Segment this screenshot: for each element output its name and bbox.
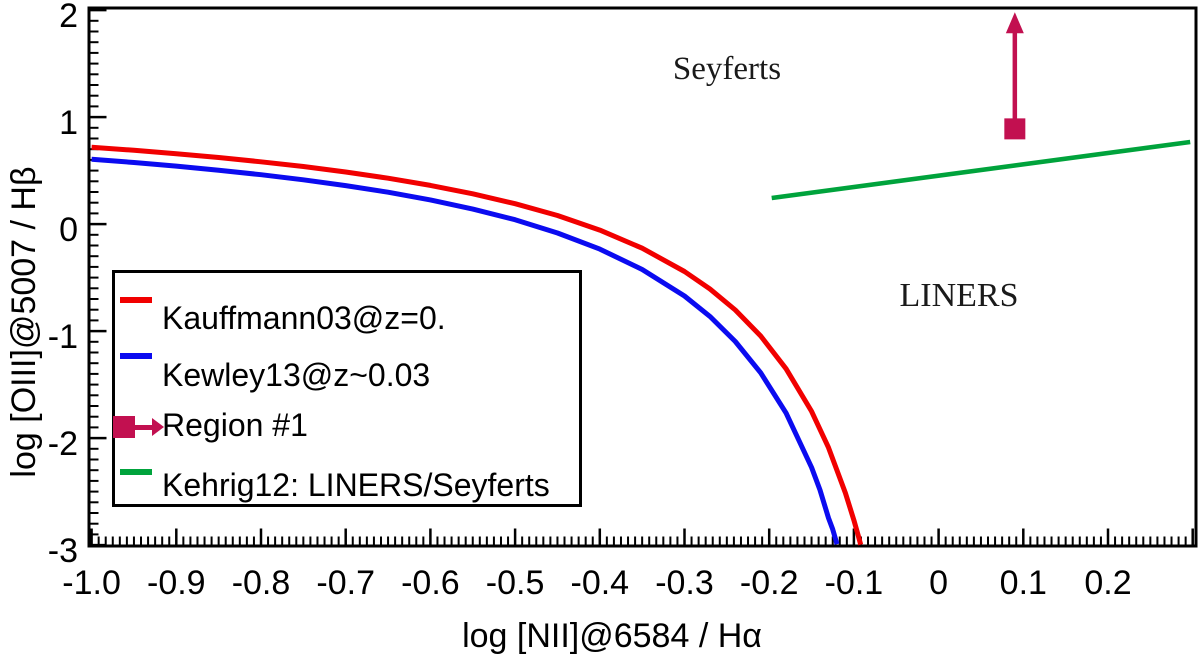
y-tick-label: -3 — [47, 532, 78, 571]
legend-label-region1: Region #1 — [162, 407, 308, 443]
legend-marker-square — [113, 416, 135, 438]
y-tick-label: -2 — [47, 425, 78, 464]
x-tick-label: 0 — [929, 564, 949, 602]
x-tick-label: -0.8 — [231, 564, 291, 602]
x-tick-label: 0.1 — [999, 564, 1047, 602]
y-tick-label: -1 — [47, 318, 78, 357]
x-tick-label: -0.9 — [147, 564, 206, 602]
y-axis-title: log [OIII]@5007 / Hβ — [5, 166, 43, 478]
y-tick-label: 2 — [59, 0, 78, 36]
legend-line-kewley — [120, 353, 152, 359]
y-tick-label: 1 — [59, 104, 78, 143]
legend-box: Kauffmann03@z=0. Kewley13@z~0.03 Region … — [112, 270, 582, 507]
seyferts-region-label: Seyferts — [672, 51, 782, 87]
legend-marker-arrow-shaft — [135, 424, 152, 430]
legend-label-kauffmann: Kauffmann03@z=0. — [162, 300, 446, 336]
legend-label-kehrig: Kehrig12: LINERS/Seyferts — [162, 467, 550, 503]
x-tick-label: -0.3 — [655, 564, 714, 602]
legend-line-kehrig — [120, 469, 152, 475]
x-tick-label: -0.4 — [570, 564, 630, 602]
legend-label-kewley: Kewley13@z~0.03 — [162, 357, 431, 393]
x-axis-title: log [NII]@6584 / Hα — [462, 617, 762, 655]
x-tick-label: -0.2 — [739, 564, 799, 602]
x-tick-label: 0.2 — [1084, 564, 1132, 602]
x-tick-label: -1.0 — [62, 564, 121, 602]
x-tick-label: -0.5 — [485, 564, 545, 602]
x-tick-label: -0.1 — [824, 564, 884, 602]
x-tick-label: -0.7 — [316, 564, 375, 602]
legend-line-kauffmann — [120, 297, 152, 303]
x-tick-label: -0.6 — [401, 564, 460, 602]
legend-marker-arrowhead-icon — [152, 418, 164, 436]
y-tick-label: 0 — [59, 211, 78, 250]
liners-region-label: LINERS — [899, 277, 1019, 314]
